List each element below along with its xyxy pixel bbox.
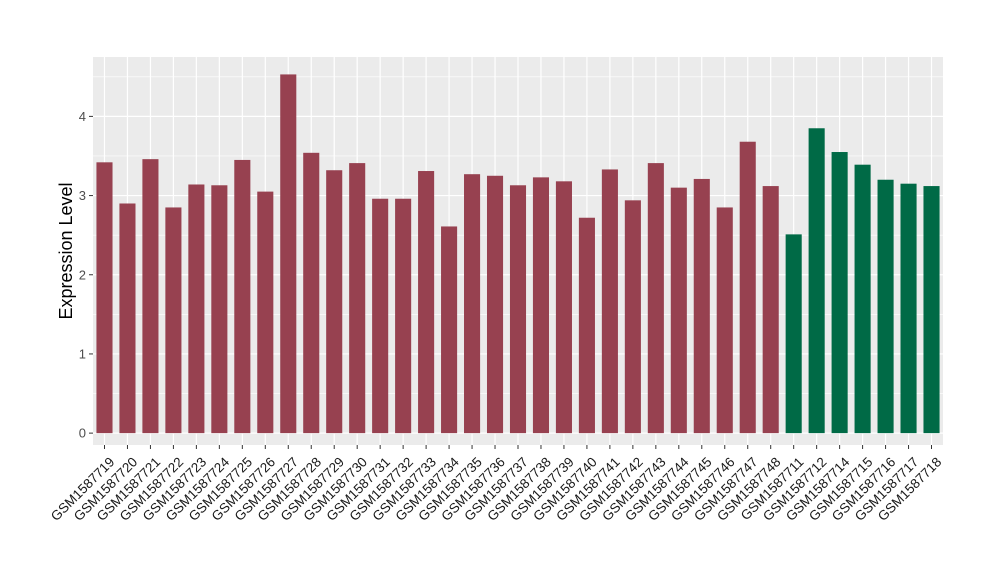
bar-GSM1587712: [808, 128, 825, 434]
bar-GSM1587725: [234, 159, 251, 434]
bar-GSM1587711: [785, 234, 802, 434]
bar-GSM1587737: [509, 185, 527, 434]
bar-GSM1587739: [555, 181, 572, 434]
y-tick-label: 3: [79, 188, 86, 203]
bar-GSM1587734: [441, 226, 458, 434]
bar-GSM1587738: [532, 177, 550, 434]
bar-GSM1587742: [624, 200, 641, 434]
bar-GSM1587723: [188, 184, 205, 434]
bar-GSM1587747: [739, 141, 756, 434]
bar-GSM1587722: [165, 207, 182, 434]
y-axis: 0 1 2 3 4: [79, 109, 93, 441]
bar-GSM1587717: [900, 183, 917, 434]
y-tick-label: 0: [79, 426, 86, 441]
bars: [96, 74, 940, 434]
bar-GSM1587746: [716, 207, 733, 434]
bar-GSM1587714: [831, 152, 848, 434]
bar-GSM1587748: [762, 186, 779, 434]
bar-GSM1587736: [486, 175, 504, 434]
y-axis-title: Expression Level: [56, 182, 76, 319]
bar-GSM1587719: [96, 162, 113, 434]
bar-GSM1587735: [464, 174, 481, 434]
bar-GSM1587745: [693, 178, 710, 434]
bar-GSM1587733: [418, 171, 435, 434]
bar-GSM1587743: [647, 163, 664, 434]
bar-GSM1587727: [280, 74, 297, 434]
bar-GSM1587741: [601, 169, 618, 434]
bar-GSM1587721: [142, 159, 159, 434]
bar-GSM1587730: [349, 163, 366, 434]
bar-GSM1587728: [303, 152, 320, 434]
x-axis: GSM1587719GSM1587720GSM1587721GSM1587722…: [48, 445, 944, 524]
y-tick-label: 2: [79, 267, 86, 282]
y-tick-label: 4: [79, 109, 86, 124]
bar-GSM1587740: [578, 217, 595, 434]
bar-GSM1587724: [211, 185, 228, 434]
bar-GSM1587720: [119, 203, 136, 434]
bar-GSM1587732: [395, 198, 412, 434]
bar-GSM1587716: [877, 179, 894, 434]
bar-GSM1587715: [854, 164, 871, 434]
bar-GSM1587729: [326, 170, 343, 434]
y-tick-label: 1: [79, 346, 86, 361]
bar-GSM1587731: [372, 198, 389, 434]
bar-GSM1587726: [257, 191, 274, 434]
bar-GSM1587744: [670, 187, 687, 434]
bar-GSM1587718: [923, 186, 940, 434]
